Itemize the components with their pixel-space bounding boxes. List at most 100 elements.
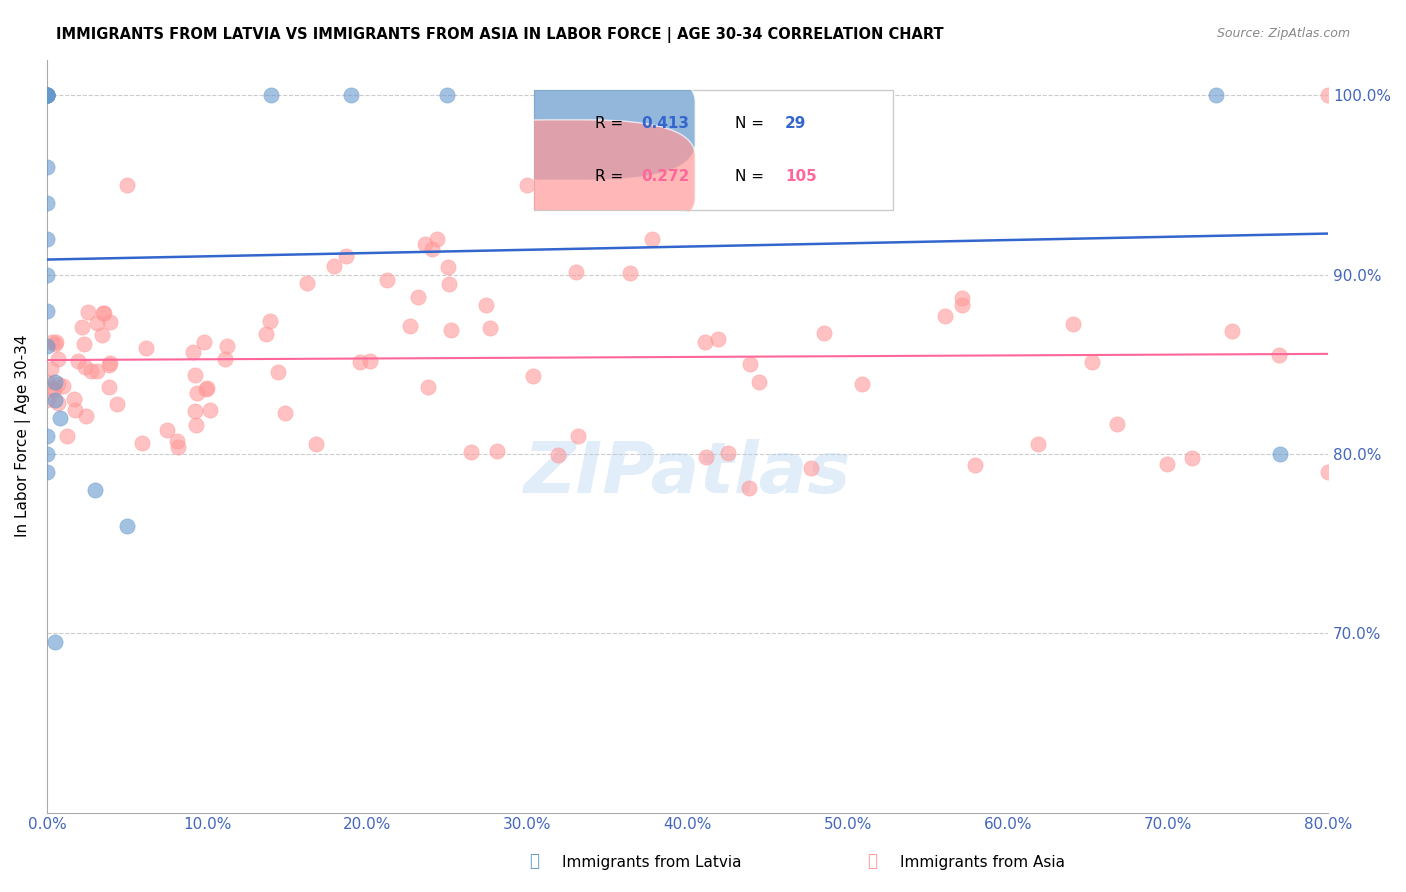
Point <box>1268 348 1291 362</box>
Point <box>748 376 770 390</box>
Point <box>41 335 63 350</box>
Point <box>35 88 58 103</box>
Point <box>39 361 62 376</box>
Point <box>166 434 188 448</box>
Text: Immigrants from Asia: Immigrants from Asia <box>900 855 1064 870</box>
Point <box>950 291 973 305</box>
Point <box>73 337 96 351</box>
Point <box>131 435 153 450</box>
Point <box>1156 458 1178 472</box>
Point <box>406 290 429 304</box>
Point <box>440 323 463 337</box>
Point <box>1317 465 1340 479</box>
Point <box>950 298 973 312</box>
Point <box>965 458 987 472</box>
Point <box>98 356 121 370</box>
Point <box>115 518 138 533</box>
Point <box>800 461 823 475</box>
Point <box>35 88 58 103</box>
Point <box>567 428 589 442</box>
Point <box>44 635 66 649</box>
Point <box>641 232 664 246</box>
Point <box>86 364 108 378</box>
Point <box>478 321 501 335</box>
Point <box>35 465 58 479</box>
Point <box>693 334 716 349</box>
Text: ZIPatlas: ZIPatlas <box>524 439 851 508</box>
Point <box>105 397 128 411</box>
Point <box>63 392 86 407</box>
Point <box>197 381 219 395</box>
Point <box>305 437 328 451</box>
Point <box>184 417 207 432</box>
Point <box>98 316 121 330</box>
Point <box>44 393 66 408</box>
Point <box>437 260 460 275</box>
Point <box>66 353 89 368</box>
Point <box>254 326 277 341</box>
Point <box>377 273 399 287</box>
Point <box>413 236 436 251</box>
Point <box>166 440 188 454</box>
Point <box>1205 88 1227 103</box>
Point <box>295 277 318 291</box>
Point <box>56 428 79 442</box>
Point <box>215 339 238 353</box>
Point <box>195 383 218 397</box>
Point <box>522 368 544 383</box>
Point <box>46 396 69 410</box>
Point <box>44 336 66 351</box>
Point <box>80 363 103 377</box>
Point <box>676 196 699 211</box>
Point <box>186 385 208 400</box>
Point <box>439 277 461 291</box>
Point <box>156 423 179 437</box>
Point <box>547 448 569 462</box>
Point <box>35 88 58 103</box>
Point <box>35 393 58 408</box>
Point <box>35 88 58 103</box>
Text: IMMIGRANTS FROM LATVIA VS IMMIGRANTS FROM ASIA IN LABOR FORCE | AGE 30-34 CORREL: IMMIGRANTS FROM LATVIA VS IMMIGRANTS FRO… <box>56 27 943 43</box>
Point <box>42 381 65 395</box>
Point <box>1026 436 1049 450</box>
Point <box>1063 317 1085 331</box>
Point <box>115 178 138 192</box>
Point <box>398 318 420 333</box>
Point <box>35 339 58 353</box>
Point <box>35 429 58 443</box>
Point <box>214 351 236 366</box>
Point <box>184 404 207 418</box>
Point <box>426 232 449 246</box>
Point <box>474 298 496 312</box>
Point <box>619 266 641 280</box>
Point <box>1268 447 1291 461</box>
Point <box>93 306 115 320</box>
Point <box>52 379 75 393</box>
Point <box>1081 355 1104 369</box>
Point <box>35 196 58 211</box>
Point <box>259 314 281 328</box>
Point <box>86 316 108 330</box>
Text: ⬛: ⬛ <box>866 852 877 870</box>
Point <box>35 376 58 390</box>
Point <box>1181 450 1204 465</box>
Point <box>934 309 956 323</box>
Point <box>436 88 458 103</box>
Point <box>717 445 740 459</box>
Point <box>184 368 207 383</box>
Point <box>35 88 58 103</box>
Point <box>460 445 482 459</box>
Point <box>1220 324 1243 338</box>
Point <box>77 305 100 319</box>
Point <box>695 450 717 464</box>
Point <box>35 88 58 103</box>
Point <box>35 88 58 103</box>
Point <box>63 403 86 417</box>
Point <box>1317 88 1340 103</box>
Point <box>46 351 69 366</box>
Point <box>35 447 58 461</box>
Point <box>322 259 344 273</box>
Point <box>75 409 97 423</box>
Point <box>274 406 297 420</box>
Point <box>335 249 357 263</box>
